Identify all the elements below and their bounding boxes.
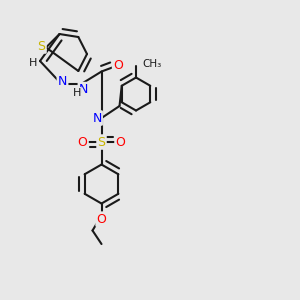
Text: S: S: [98, 136, 106, 148]
Text: N: N: [79, 83, 88, 96]
Text: O: O: [97, 213, 106, 226]
Text: S: S: [38, 40, 46, 52]
Text: O: O: [78, 136, 88, 148]
Text: H: H: [29, 58, 38, 68]
Text: H: H: [72, 88, 81, 98]
Text: N: N: [92, 112, 102, 124]
Text: O: O: [113, 59, 123, 72]
Text: O: O: [116, 136, 125, 148]
Text: CH₃: CH₃: [142, 59, 162, 69]
Text: N: N: [58, 75, 67, 88]
